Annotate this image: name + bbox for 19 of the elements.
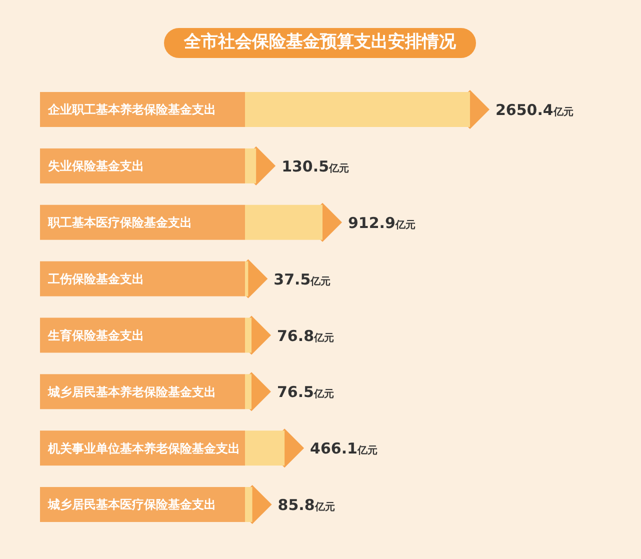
- data-label: 85.8亿元: [278, 496, 335, 514]
- y-tick-label: 职工基本医疗保险基金支出: [47, 216, 192, 230]
- data-label: 912.9亿元: [348, 214, 416, 232]
- y-tick-label: 城乡居民基本医疗保险基金支出: [47, 498, 216, 512]
- data-label: 76.5亿元: [276, 383, 334, 402]
- data-label: 2650.4亿元: [495, 101, 574, 120]
- y-tick-label: 城乡居民基本养老保险基金支出: [47, 384, 216, 399]
- y-tick-label: 失业保险基金支出: [48, 159, 144, 174]
- data-label: 130.5亿元: [282, 158, 350, 176]
- data-label: 466.1亿元: [310, 440, 378, 458]
- bar: [245, 374, 252, 410]
- y-tick-label: 工伤保险基金支出: [47, 272, 144, 286]
- y-tick-label: 机关事业单位基本养老保险基金支出: [47, 441, 240, 456]
- chart-title: 全市社会保险基金预算支出安排情况: [183, 32, 457, 52]
- y-tick-label: 生育保险基金支出: [47, 328, 144, 342]
- bar: [245, 261, 248, 296]
- data-label: 37.5亿元: [274, 270, 331, 288]
- data-label: 76.8亿元: [277, 326, 334, 345]
- y-tick-label: 企业职工基本养老保险基金支出: [47, 102, 216, 117]
